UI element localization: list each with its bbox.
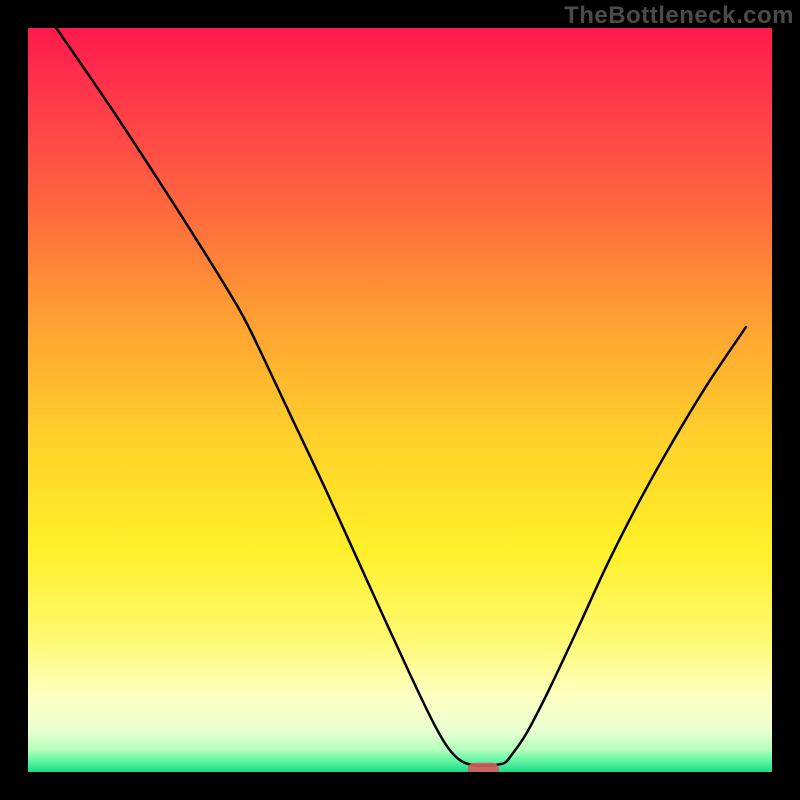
bottleneck-chart [0,0,800,800]
watermark-text: TheBottleneck.com [564,2,794,30]
chart-container: TheBottleneck.com [0,0,800,800]
chart-plot-background [28,28,772,772]
